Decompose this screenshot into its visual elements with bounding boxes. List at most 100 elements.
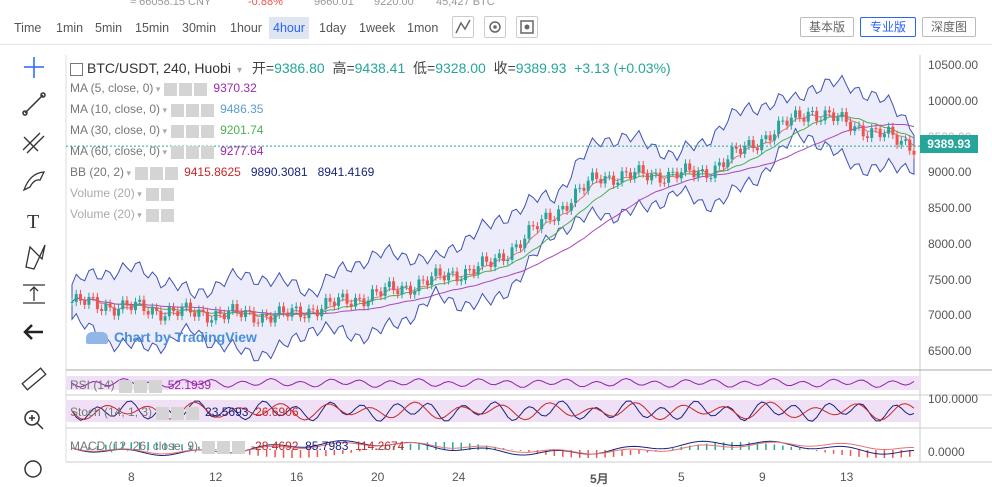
tf-time[interactable]: Time [14,21,42,35]
tf-1min[interactable]: 1min [56,21,84,35]
back-arrow-icon[interactable] [23,324,43,340]
candle-body [603,176,607,184]
settings-gear-icon[interactable] [484,16,506,38]
candle-body [214,310,218,321]
candle-body [163,316,167,321]
bb-value-1: 9415.8625 [184,165,241,179]
ma10-value: 9486.35 [220,102,264,116]
candle-body [705,169,709,178]
candle-body [878,128,882,138]
candle-body [840,112,844,118]
candle-body [172,306,176,312]
volume-legend-2[interactable]: Volume (20) ▾ [70,206,180,223]
collapse-legend-icon[interactable] [70,62,83,76]
candle-body [709,177,713,179]
screenshot-icon[interactable] [516,16,538,38]
candle-body [404,285,408,287]
candle-body [129,305,133,311]
candle-body [476,266,480,275]
ma30-line [71,115,915,316]
ma30-legend[interactable]: MA (30, close, 0) ▾ 9201.74 [70,123,264,139]
price-tick: 10500.00 [928,58,979,72]
zoom-in-icon[interactable] [24,410,44,430]
tf-4hour[interactable]: 4hour [269,17,309,39]
candle-body [662,182,666,184]
tf-30min[interactable]: 30min [182,21,217,35]
x-tick: 8 [128,470,135,484]
fib-icon[interactable] [22,132,45,154]
stoch-k-value: 23.5693 [205,405,249,419]
ma10-name: MA (10, close, 0) [70,102,161,116]
candle-body [294,306,298,309]
candle-body [227,310,231,320]
candle-body [827,110,831,113]
text-tool-icon[interactable]: T [27,211,39,233]
price-tick: 10000.00 [928,94,979,108]
symbol-menu-icon[interactable]: ▾ [236,65,242,76]
pro-version-button[interactable]: 专业版 [860,17,916,37]
rsi-band [66,376,920,390]
tf-15min[interactable]: 15min [135,21,170,35]
tf-1mon[interactable]: 1mon [407,21,439,35]
basic-version-button[interactable]: 基本版 [800,17,854,37]
candle-body [777,120,781,135]
chart-type-icon[interactable] [452,16,474,38]
candle-body [472,269,476,275]
ma60-legend[interactable]: MA (60, close, 0) ▾ 9277.64 [70,144,264,160]
candle-body [569,202,573,211]
x-tick: 5 [678,470,685,484]
candle-body [70,301,74,303]
tf-5min[interactable]: 5min [95,21,123,35]
candle-body [696,171,700,178]
candle-body [832,112,836,122]
macd-legend[interactable]: MACD (12, 26, close, 9) -28.4692 85.7983 … [70,439,404,454]
candle-body [142,299,146,312]
candle-body [83,300,87,305]
candle-body [912,150,916,155]
crosshair-icon[interactable] [24,57,44,78]
candle-body [908,139,912,151]
close-label: 收= [493,60,516,76]
candle-body [248,310,252,312]
candle-body [789,117,793,126]
tf-1day[interactable]: 1day [319,21,347,35]
tf-1hour[interactable]: 1hour [230,21,262,35]
candle-body [290,308,294,317]
bb-legend[interactable]: BB (20, 2) ▾ 9415.8625 9890.3081 8941.416… [70,165,375,181]
brush-icon[interactable] [22,171,46,192]
open-label: 开= [251,60,275,76]
candle-body [341,293,345,298]
candle-body [904,139,908,141]
candle-body [891,126,895,135]
candle-body [489,261,493,267]
depth-chart-button[interactable]: 深度图 [922,17,976,37]
x-tick: 9 [759,470,766,484]
pattern-icon[interactable] [25,244,46,270]
candle-body [531,225,535,227]
ruler-icon[interactable] [21,367,47,391]
stoch-d-line [71,401,915,421]
stoch-legend[interactable]: Stoch (14, 1, 3) 23.5693 26.6906 [70,405,299,420]
ma10-legend[interactable]: MA (10, close, 0) ▾ 9486.35 [70,102,264,118]
candle-body [455,271,459,282]
candle-body [74,294,78,302]
candle-body [785,120,789,126]
candle-body [849,121,853,132]
tf-1week[interactable]: 1week [359,21,396,35]
candle-body [633,172,637,179]
magnet-icon[interactable] [24,460,42,478]
candle-body [561,205,565,210]
trendline-icon[interactable] [22,92,46,116]
candle-body [544,212,548,220]
day-high: 9660.01 [314,0,354,8]
rsi-legend[interactable]: RSI (14) 52.1939 [70,378,211,393]
ma5-legend[interactable]: MA (5, close, 0) ▾ 9370.32 [70,81,257,97]
candle-body [641,165,645,174]
measure-icon[interactable] [23,284,45,304]
candle-body [159,310,163,321]
macd-value-1: -28.4692 [251,439,299,453]
volume-legend-1[interactable]: Volume (20) ▾ [70,185,180,202]
candle-body [121,300,125,310]
candle-body [768,135,772,141]
